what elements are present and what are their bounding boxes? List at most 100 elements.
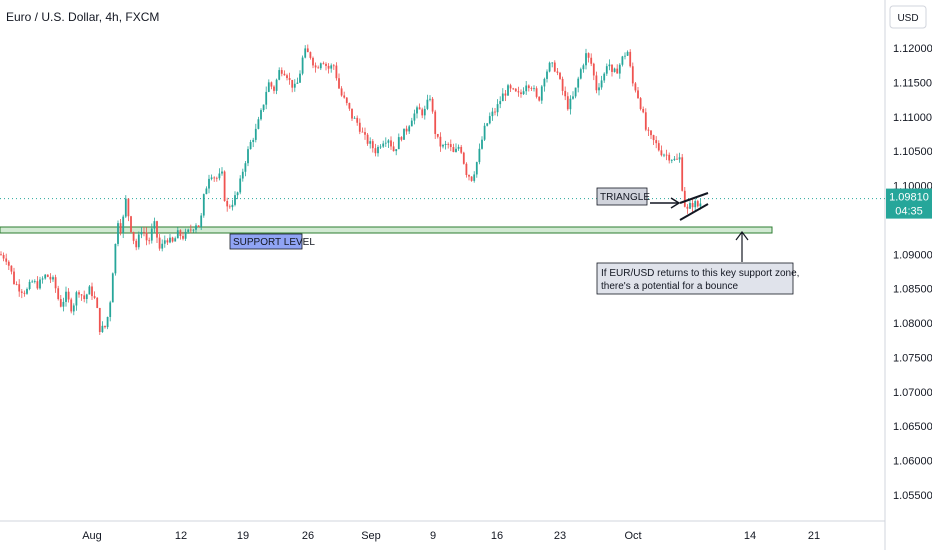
candle-body xyxy=(234,195,236,205)
candle-body xyxy=(54,277,57,289)
candle-body xyxy=(314,65,317,68)
candle-body xyxy=(33,281,36,282)
candle-body xyxy=(551,62,554,64)
support-zone[interactable] xyxy=(0,226,773,234)
candle-body xyxy=(200,215,203,227)
candle-body xyxy=(96,297,99,308)
candle-body xyxy=(124,198,127,217)
chart-title: Euro / U.S. Dollar, 4h, FXCM xyxy=(6,10,159,24)
candle-body xyxy=(306,48,309,53)
candle-body xyxy=(343,95,346,98)
y-tick-label: 1.06500 xyxy=(893,421,932,433)
candle-body xyxy=(421,109,424,116)
candle-body xyxy=(226,200,229,207)
candle-body xyxy=(473,174,476,181)
candle-body xyxy=(507,85,509,96)
candle-body xyxy=(241,171,244,179)
candle-body xyxy=(631,66,634,84)
candle-body xyxy=(676,158,678,160)
candle-body xyxy=(299,73,301,83)
y-tick-label: 1.12000 xyxy=(893,43,932,55)
candle-body xyxy=(239,178,242,193)
support-label-box[interactable] xyxy=(229,233,303,250)
candle-body xyxy=(423,108,426,116)
candle-body xyxy=(626,51,629,56)
candle-body xyxy=(600,80,603,88)
candle-body xyxy=(447,143,450,145)
candle-body xyxy=(65,291,67,302)
candle-body xyxy=(49,276,52,280)
candle-body xyxy=(85,294,88,300)
candle-body xyxy=(535,88,538,97)
candle-body xyxy=(171,237,174,242)
candle-body xyxy=(231,204,234,208)
candle-body xyxy=(577,78,580,88)
candle-body xyxy=(644,112,647,130)
y-axis-ticks: 1.120001.115001.110001.105001.100001.090… xyxy=(893,43,932,502)
candle-body xyxy=(356,117,359,123)
candle-body xyxy=(202,194,205,216)
candle-body xyxy=(70,299,73,312)
triangle-label-box[interactable] xyxy=(596,187,648,206)
candle-body xyxy=(663,154,665,156)
candle-body xyxy=(530,88,533,89)
candle-body xyxy=(592,63,595,76)
candle-body xyxy=(512,88,515,90)
candle-body xyxy=(153,221,156,229)
y-tick-label: 1.06000 xyxy=(893,456,932,468)
candle-body xyxy=(275,79,278,91)
candle-body xyxy=(540,86,543,101)
candle-body xyxy=(192,229,195,231)
candle-body xyxy=(46,274,49,277)
candle-body xyxy=(579,69,582,79)
candle-body xyxy=(109,302,112,317)
candle-body xyxy=(624,55,626,57)
y-tick-label: 1.10500 xyxy=(893,146,932,158)
countdown-value: 04:35 xyxy=(895,206,923,218)
candle-body xyxy=(413,113,416,121)
candle-body xyxy=(455,148,457,153)
candle-body xyxy=(265,91,268,105)
candle-body xyxy=(312,57,314,66)
candle-body xyxy=(561,78,564,91)
y-tick-label: 1.05500 xyxy=(893,490,932,502)
x-axis-ticks: Aug 12 19 26 Sep 9 16 23 Oct 14 21 xyxy=(82,530,820,542)
candle-body xyxy=(156,221,158,238)
candle-body xyxy=(436,133,439,137)
candle-body xyxy=(98,307,101,333)
candle-body xyxy=(650,130,652,136)
candle-body xyxy=(366,134,369,144)
candle-body xyxy=(691,203,694,208)
note-box[interactable] xyxy=(596,262,794,295)
candle-body xyxy=(293,83,296,88)
candle-body xyxy=(104,325,106,328)
candle-body xyxy=(468,174,470,177)
candle-body xyxy=(369,141,372,144)
candle-body xyxy=(548,62,551,72)
candle-body xyxy=(213,177,216,179)
candle-body xyxy=(621,56,624,65)
candle-body xyxy=(218,173,221,179)
candle-body xyxy=(88,286,91,295)
candle-body xyxy=(5,258,8,262)
candle-body xyxy=(452,147,455,153)
x-tick-label: 21 xyxy=(808,530,820,542)
candle-body xyxy=(20,291,23,293)
y-tick-label: 1.07000 xyxy=(893,387,932,399)
candle-body xyxy=(647,129,650,131)
candle-body xyxy=(223,171,226,201)
candle-body xyxy=(187,229,190,232)
currency-selector[interactable] xyxy=(889,5,927,29)
note-line-1: If EUR/USD returns to this key support z… xyxy=(601,268,799,279)
x-tick-label: 26 xyxy=(302,530,314,542)
candle-body xyxy=(486,123,489,126)
candle-body xyxy=(52,277,54,280)
candle-body xyxy=(2,254,5,259)
candle-body xyxy=(403,128,405,140)
candle-body xyxy=(169,237,171,243)
candle-body xyxy=(665,154,668,156)
triangle-arrow-head-icon xyxy=(670,197,681,209)
x-tick-label: Aug xyxy=(82,530,102,542)
candle-body xyxy=(683,190,686,207)
